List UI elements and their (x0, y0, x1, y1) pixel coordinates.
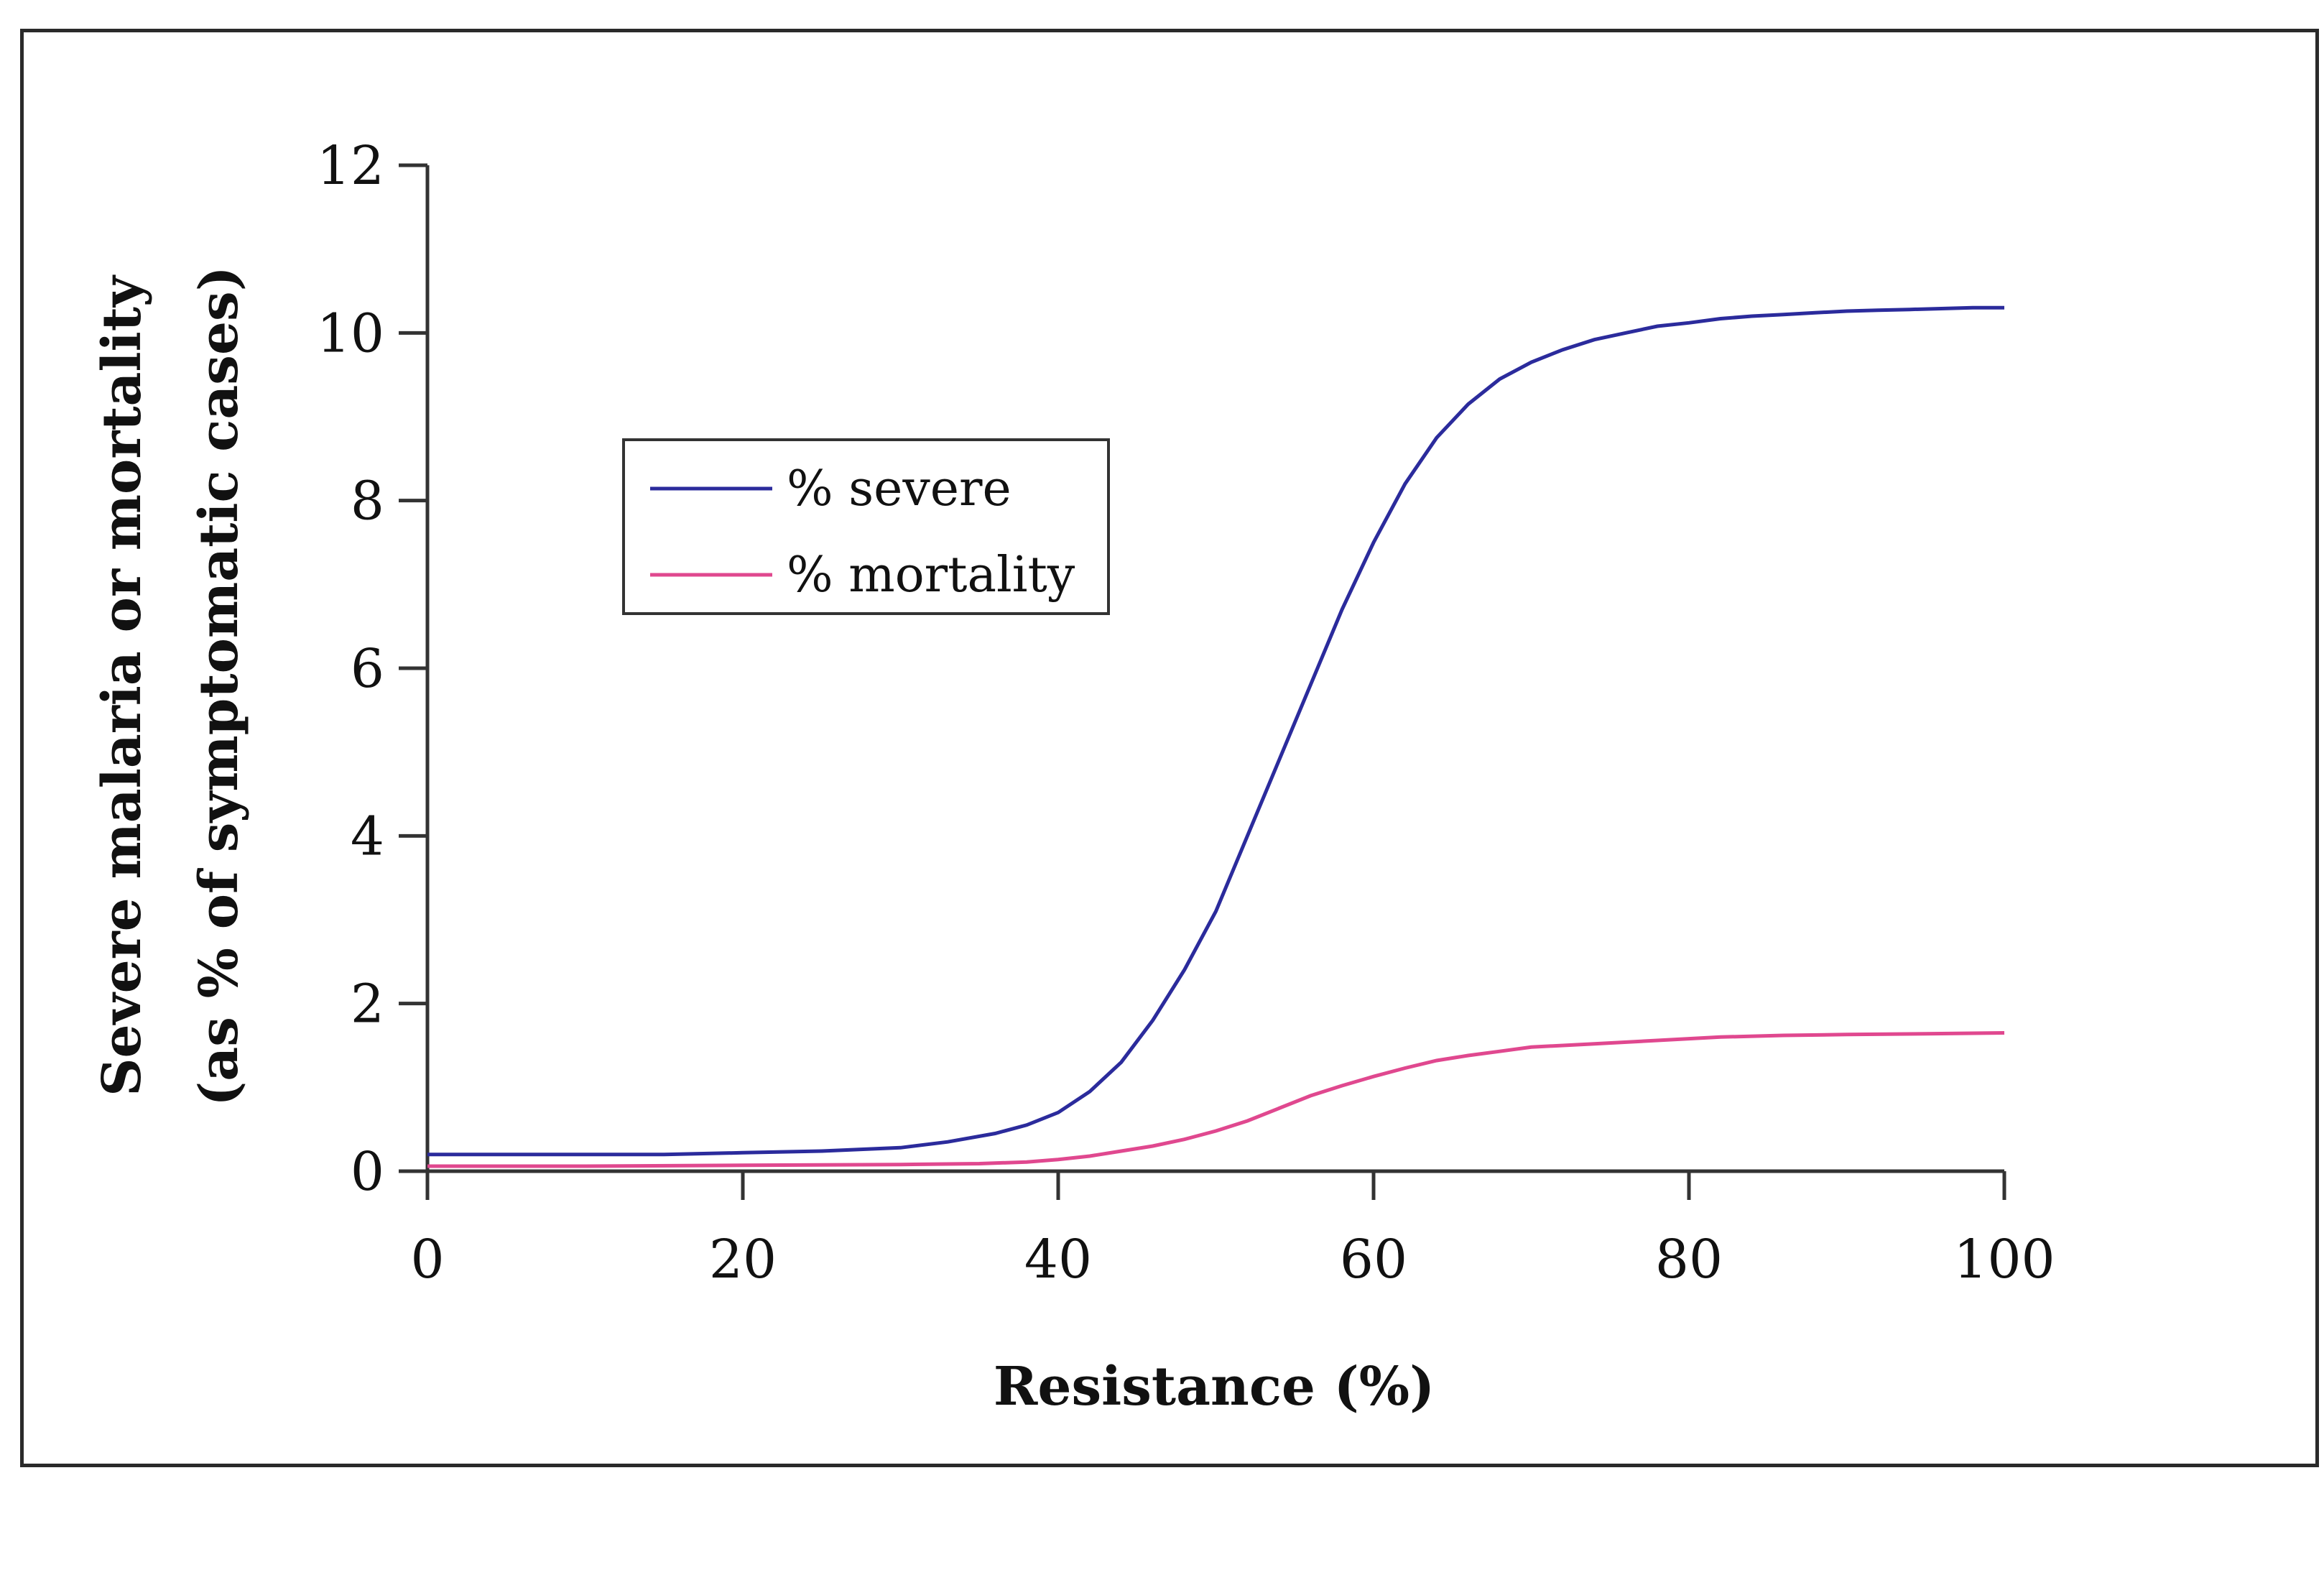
x-axis-ticks: 0 20 40 60 80 100 (410, 1171, 2055, 1290)
y-tick-label: 10 (317, 302, 384, 364)
y-tick-label: 12 (317, 135, 384, 197)
figure-frame (20, 29, 2319, 1467)
x-axis-title: Resistance (%) (994, 1356, 1435, 1418)
legend: % severe % mortality (622, 438, 1110, 615)
x-tick-label: 0 (410, 1229, 444, 1290)
y-axis-title: Severe malaria or mortality (91, 274, 153, 1096)
x-tick-label: 20 (709, 1229, 777, 1290)
y-tick-label: 0 (351, 1141, 384, 1203)
legend-label-severe: % severe (787, 461, 1011, 517)
x-tick-label: 40 (1024, 1229, 1092, 1290)
series-line-mortality (427, 1031, 2005, 1168)
y-tick-label: 2 (351, 974, 384, 1035)
x-tick-label: 80 (1655, 1229, 1723, 1290)
series-line-severe (427, 305, 2004, 1157)
x-tick-label: 100 (1953, 1229, 2055, 1290)
legend-box (622, 438, 1110, 615)
y-axis-subtitle: (as % of symptomatic cases) (188, 266, 250, 1106)
y-axis-ticks: 0 2 4 6 8 10 12 (317, 135, 427, 1203)
y-tick-label: 8 (351, 471, 384, 532)
legend-label-mortality: % mortality (787, 547, 1075, 604)
y-tick-label: 4 (351, 805, 384, 867)
x-tick-label: 60 (1340, 1229, 1407, 1290)
y-tick-label: 6 (351, 638, 384, 700)
